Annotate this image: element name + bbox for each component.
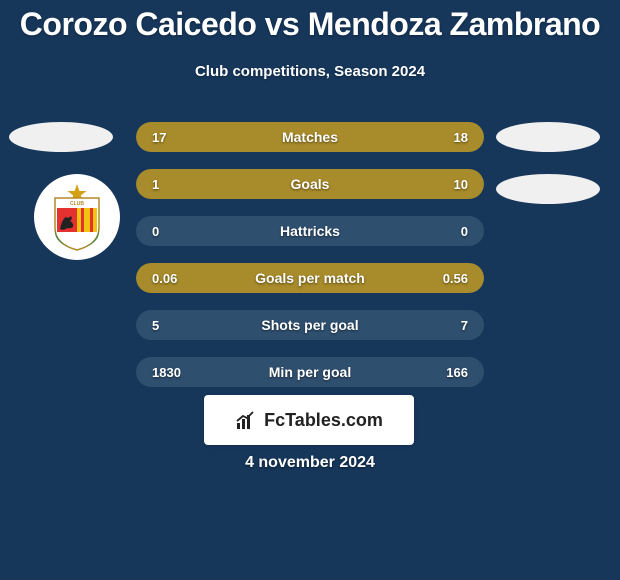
bar-value-right: 18 bbox=[454, 122, 468, 152]
bar-chart-icon bbox=[235, 409, 257, 431]
bar-goals: 1 Goals 10 bbox=[136, 169, 484, 199]
bar-value-right: 10 bbox=[454, 169, 468, 199]
bar-label: Goals per match bbox=[136, 263, 484, 293]
bar-value-right: 166 bbox=[446, 357, 468, 387]
player-right-badge-ellipse bbox=[496, 174, 600, 204]
club-crest-icon: CLUB bbox=[47, 182, 107, 252]
bar-matches: 17 Matches 18 bbox=[136, 122, 484, 152]
brand-box: FcTables.com bbox=[204, 395, 414, 445]
bar-value-right: 0.56 bbox=[443, 263, 468, 293]
bar-label: Goals bbox=[136, 169, 484, 199]
svg-text:CLUB: CLUB bbox=[70, 201, 84, 207]
player-left-name-ellipse bbox=[9, 122, 113, 152]
bar-goals-per-match: 0.06 Goals per match 0.56 bbox=[136, 263, 484, 293]
bar-label: Matches bbox=[136, 122, 484, 152]
player-left-column: CLUB bbox=[9, 122, 113, 260]
bar-label: Shots per goal bbox=[136, 310, 484, 340]
bar-label: Min per goal bbox=[136, 357, 484, 387]
bar-value-right: 7 bbox=[461, 310, 468, 340]
player-right-name-ellipse bbox=[496, 122, 600, 152]
bar-value-right: 0 bbox=[461, 216, 468, 246]
subtitle: Club competitions, Season 2024 bbox=[0, 63, 620, 80]
brand-text: FcTables.com bbox=[264, 410, 383, 431]
bar-label: Hattricks bbox=[136, 216, 484, 246]
bar-min-per-goal: 1830 Min per goal 166 bbox=[136, 357, 484, 387]
stat-bars: 17 Matches 18 1 Goals 10 0 Hattricks 0 0… bbox=[136, 122, 484, 404]
player-right-column bbox=[496, 122, 600, 226]
comparison-canvas: Corozo Caicedo vs Mendoza Zambrano Club … bbox=[0, 0, 620, 580]
page-title: Corozo Caicedo vs Mendoza Zambrano bbox=[0, 6, 620, 43]
date-text: 4 november 2024 bbox=[0, 454, 620, 472]
bar-shots-per-goal: 5 Shots per goal 7 bbox=[136, 310, 484, 340]
bar-hattricks: 0 Hattricks 0 bbox=[136, 216, 484, 246]
player-left-badge: CLUB bbox=[34, 174, 120, 260]
